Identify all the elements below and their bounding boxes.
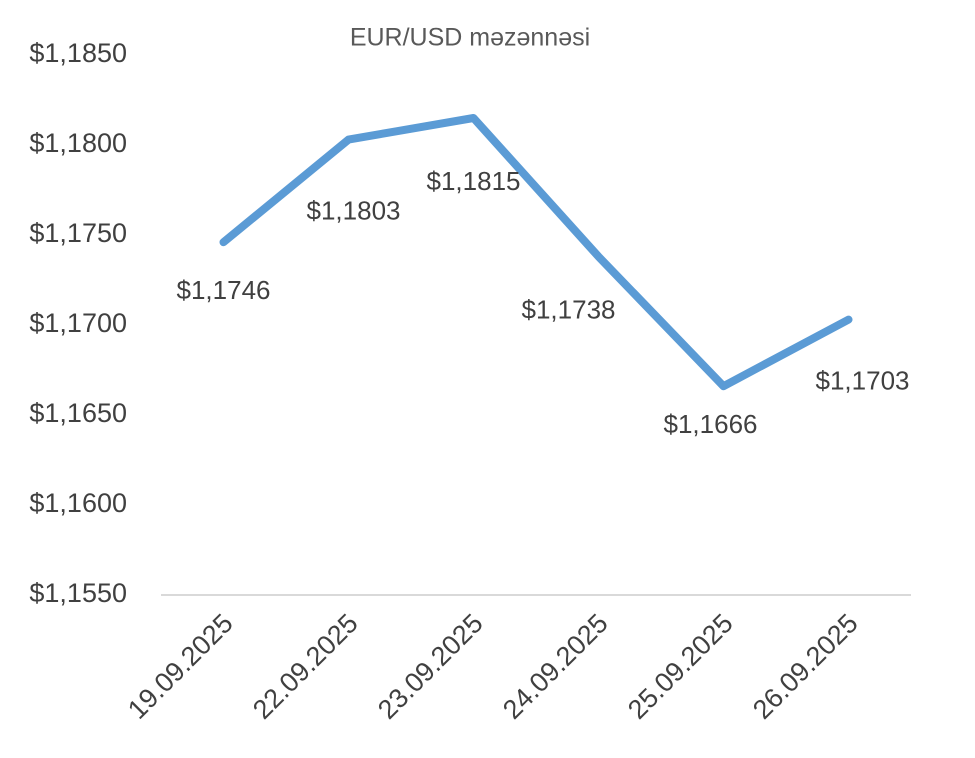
- data-label: $1,1666: [664, 409, 758, 439]
- y-tick-label: $1,1650: [29, 398, 127, 428]
- data-label: $1,1703: [816, 365, 910, 395]
- y-tick-label: $1,1800: [29, 128, 127, 158]
- data-label: $1,1738: [522, 294, 616, 324]
- chart-title: EUR/USD məzənnəsi: [350, 24, 590, 52]
- x-tick-label: 19.09.2025: [122, 608, 239, 725]
- data-label: $1,1803: [307, 195, 401, 225]
- y-tick-label: $1,1750: [29, 218, 127, 248]
- x-tick-label: 23.09.2025: [372, 608, 489, 725]
- y-tick-label: $1,1600: [29, 488, 127, 518]
- data-label: $1,1815: [427, 166, 521, 196]
- x-tick-label: 22.09.2025: [247, 608, 364, 725]
- data-label: $1,1746: [177, 275, 271, 305]
- x-tick-label: 24.09.2025: [497, 608, 614, 725]
- y-tick-label: $1,1850: [29, 38, 127, 68]
- x-tick-label: 26.09.2025: [747, 608, 864, 725]
- x-tick-label: 25.09.2025: [622, 608, 739, 725]
- line: [219, 114, 853, 391]
- y-tick-label: $1,1550: [29, 578, 127, 608]
- y-tick-label: $1,1700: [29, 308, 127, 338]
